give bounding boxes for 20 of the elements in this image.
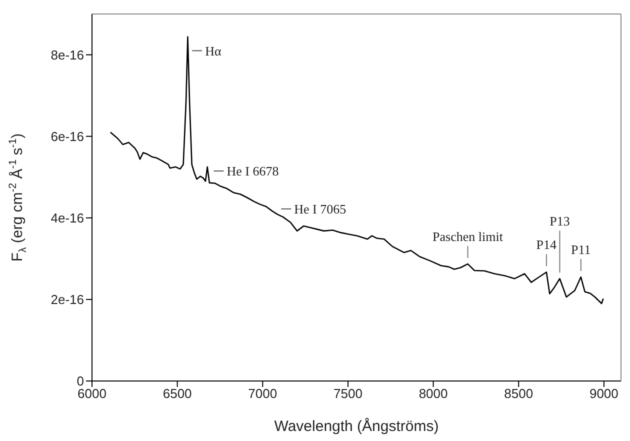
annotation: P14 <box>536 237 558 252</box>
annotation: He I 7065 <box>294 201 346 216</box>
y-tick-label: 0 <box>76 374 84 389</box>
y-tick-label: 4e-16 <box>50 210 84 226</box>
annotation: P11 <box>571 242 591 258</box>
y-tick-label: 2e-16 <box>50 292 84 308</box>
y-tick-label: 8e-16 <box>50 47 84 62</box>
x-tick-label: 8500 <box>504 386 534 402</box>
annotation: Paschen limit <box>432 228 504 244</box>
x-tick-label: 9000 <box>589 386 618 402</box>
x-tick-label: 7500 <box>334 386 362 402</box>
x-tick-label: 7000 <box>248 386 278 402</box>
annotation: P13 <box>550 214 570 229</box>
x-axis-title: Wavelength (Ångströms) <box>274 417 439 435</box>
x-tick-label: 6500 <box>162 386 192 402</box>
x-tick-label: 8000 <box>418 386 448 402</box>
annotation: He I 6678 <box>226 164 279 179</box>
x-tick-label: 6000 <box>78 386 106 402</box>
annotation: Hα <box>205 43 222 58</box>
y-tick-label: 6e-16 <box>50 128 84 144</box>
